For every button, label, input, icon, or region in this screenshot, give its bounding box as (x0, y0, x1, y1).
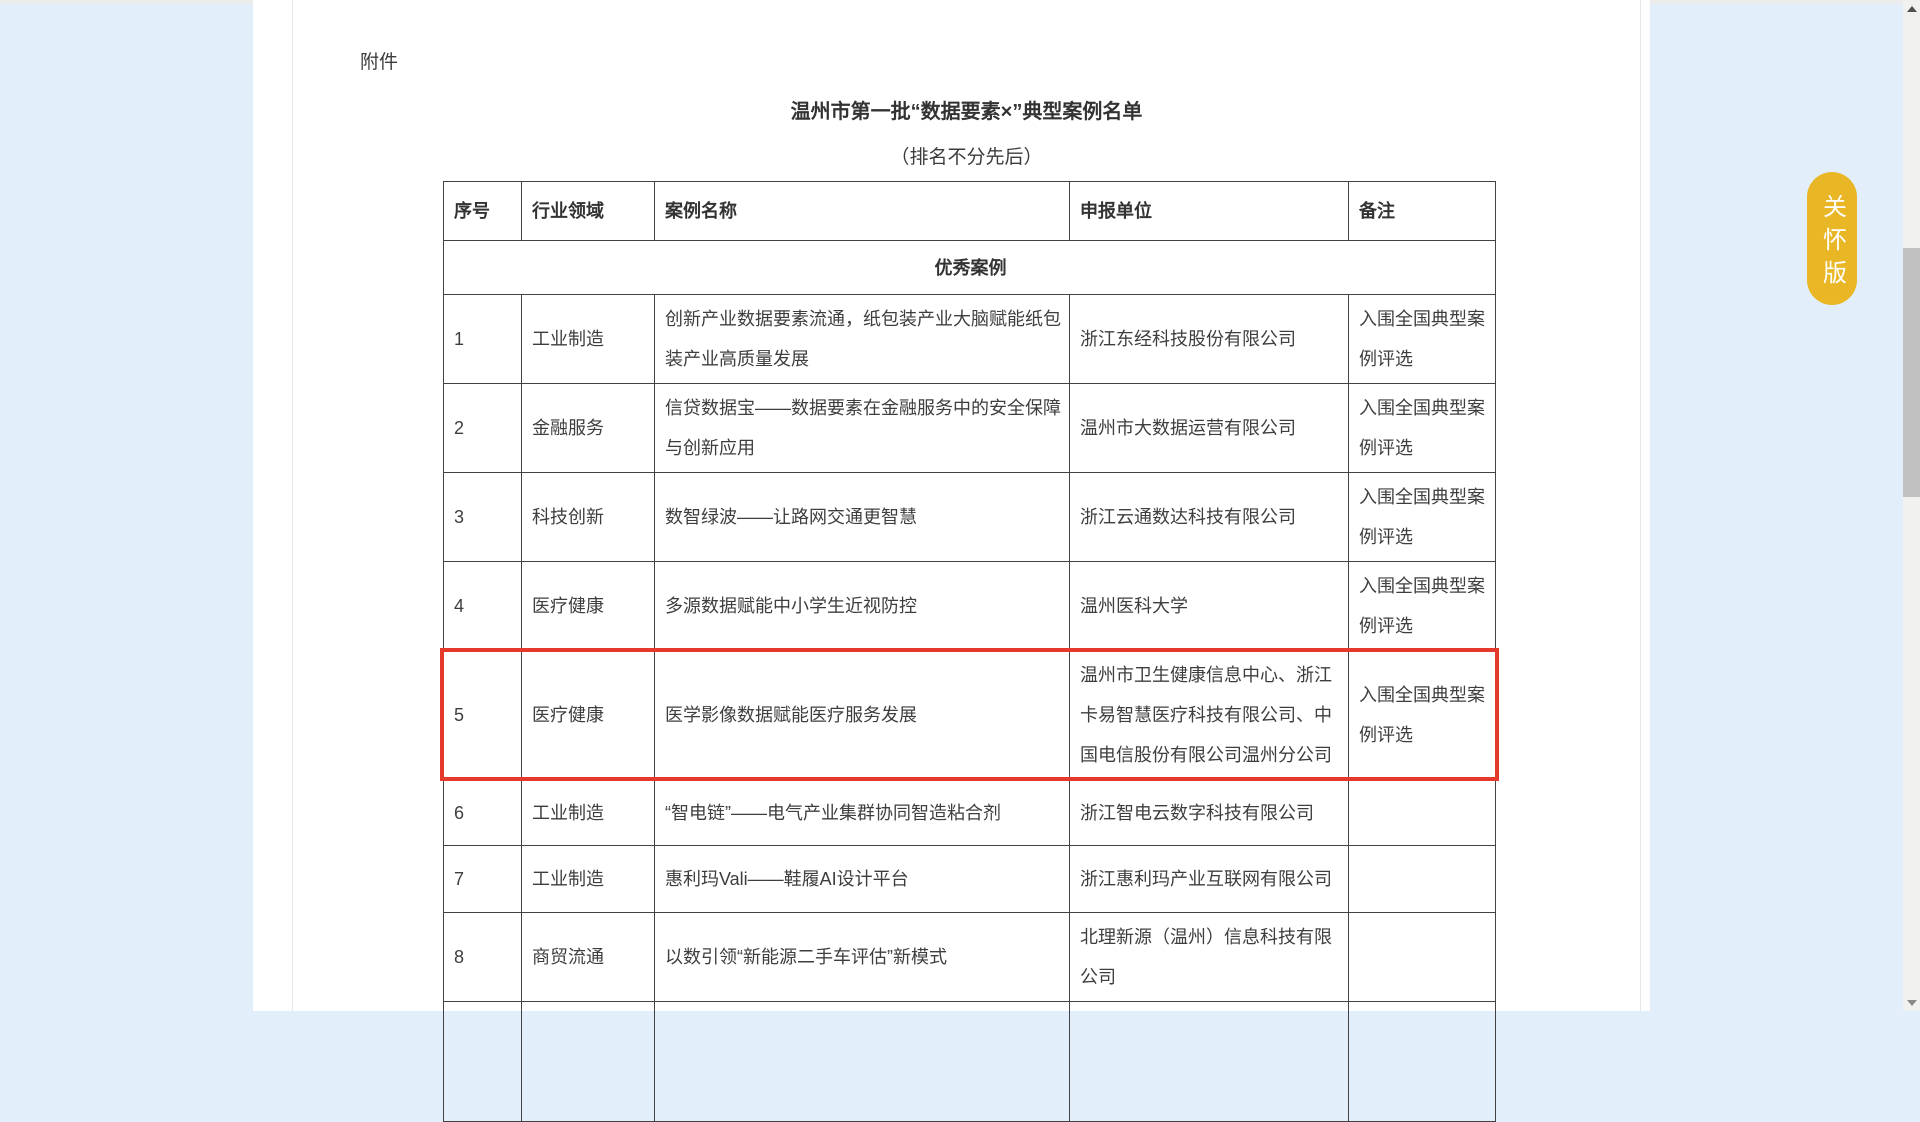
cell-no: 6 (443, 779, 522, 846)
cell-note (1348, 845, 1496, 913)
cell-org: 北理新源（温州）信息科技有限公司 (1069, 912, 1349, 1002)
scrollbar[interactable] (1903, 0, 1920, 1011)
cell-no: 2 (443, 383, 522, 473)
scrollbar-thumb[interactable] (1903, 248, 1920, 497)
table-header-row: 序号 行业领域 案例名称 申报单位 备注 (443, 181, 1496, 241)
care-mode-button[interactable]: 关怀版 (1807, 172, 1857, 305)
header-cell-org: 申报单位 (1069, 181, 1349, 241)
table-row: 4 医疗健康 多源数据赋能中小学生近视防控 温州医科大学 入围全国典型案例评选 (443, 561, 1496, 651)
content-card: 附件 温州市第一批“数据要素×”典型案例名单 （排名不分先后） 序号 行业领域 … (253, 0, 1650, 1122)
cell-org: 浙江智电云数字科技有限公司 (1069, 779, 1349, 846)
cell-org: 温州医科大学 (1069, 561, 1349, 651)
cell-note (1348, 912, 1496, 1002)
cell-case: “智电链”——电气产业集群协同智造粘合剂 (654, 779, 1070, 846)
cell-note: 入围全国典型案例评选 (1348, 650, 1496, 780)
cell-case: 多源数据赋能中小学生近视防控 (654, 561, 1070, 651)
section-title: 优秀案例 (443, 240, 1496, 295)
cell-org: 浙江惠利玛产业互联网有限公司 (1069, 845, 1349, 913)
cell-industry: 金融服务 (521, 383, 655, 473)
cell-org: 浙江东经科技股份有限公司 (1069, 294, 1349, 384)
cell-industry: 工业制造 (521, 294, 655, 384)
cell-case: 惠利玛Vali——鞋履AI设计平台 (654, 845, 1070, 913)
cell-case: 医学影像数据赋能医疗服务发展 (654, 650, 1070, 780)
cell-org: 温州市卫生健康信息中心、浙江卡易智慧医疗科技有限公司、中国电信股份有限公司温州分… (1069, 650, 1349, 780)
cases-table: 序号 行业领域 案例名称 申报单位 备注 优秀案例 1 工业制造 创新产业数据要… (443, 181, 1496, 1122)
cell-note: 入围全国典型案例评选 (1348, 383, 1496, 473)
table-row: 1 工业制造 创新产业数据要素流通，纸包装产业大脑赋能纸包装产业高质量发展 浙江… (443, 294, 1496, 384)
scroll-down-icon[interactable] (1903, 994, 1920, 1011)
cell-industry: 商贸流通 (521, 912, 655, 1002)
section-row: 优秀案例 (443, 240, 1496, 295)
cases-table-wrap: 序号 行业领域 案例名称 申报单位 备注 优秀案例 1 工业制造 创新产业数据要… (440, 181, 1499, 1122)
cell-note: 入围全国典型案例评选 (1348, 294, 1496, 384)
table-row: 3 科技创新 数智绿波——让路网交通更智慧 浙江云通数达科技有限公司 入围全国典… (443, 472, 1496, 562)
attachment-label: 附件 (360, 52, 399, 73)
cell-org (1069, 1001, 1349, 1122)
cell-no: 4 (443, 561, 522, 651)
page-title: 温州市第一批“数据要素×”典型案例名单 (790, 101, 1143, 123)
cell-industry: 工业制造 (521, 779, 655, 846)
cell-no: 8 (443, 912, 522, 1002)
cell-industry (521, 1001, 655, 1122)
cell-no: 3 (443, 472, 522, 562)
cell-case: 信贷数据宝——数据要素在金融服务中的安全保障与创新应用 (654, 383, 1070, 473)
cell-no: 7 (443, 845, 522, 913)
cell-industry: 医疗健康 (521, 561, 655, 651)
cell-note: 入围全国典型案例评选 (1348, 472, 1496, 562)
cell-industry: 医疗健康 (521, 650, 655, 780)
table-row (443, 1001, 1496, 1122)
cell-no: 1 (443, 294, 522, 384)
cell-no (443, 1001, 522, 1122)
cell-case: 创新产业数据要素流通，纸包装产业大脑赋能纸包装产业高质量发展 (654, 294, 1070, 384)
cell-case (654, 1001, 1070, 1122)
cell-industry: 工业制造 (521, 845, 655, 913)
page-subtitle: （排名不分先后） (890, 147, 1043, 168)
table-row: 5 医疗健康 医学影像数据赋能医疗服务发展 温州市卫生健康信息中心、浙江卡易智慧… (443, 650, 1496, 780)
cell-case: 以数引领“新能源二手车评估”新模式 (654, 912, 1070, 1002)
table-row: 8 商贸流通 以数引领“新能源二手车评估”新模式 北理新源（温州）信息科技有限公… (443, 912, 1496, 1002)
cell-industry: 科技创新 (521, 472, 655, 562)
cell-no: 5 (443, 650, 522, 780)
cell-note: 入围全国典型案例评选 (1348, 561, 1496, 651)
document-panel: 附件 温州市第一批“数据要素×”典型案例名单 （排名不分先后） 序号 行业领域 … (292, 0, 1641, 1122)
header-cell-no: 序号 (443, 181, 522, 241)
cell-org: 温州市大数据运营有限公司 (1069, 383, 1349, 473)
table-row: 6 工业制造 “智电链”——电气产业集群协同智造粘合剂 浙江智电云数字科技有限公… (443, 779, 1496, 846)
cell-note (1348, 779, 1496, 846)
header-cell-industry: 行业领域 (521, 181, 655, 241)
header-cell-note: 备注 (1348, 181, 1496, 241)
header-cell-case: 案例名称 (654, 181, 1070, 241)
cell-case: 数智绿波——让路网交通更智慧 (654, 472, 1070, 562)
table-row: 7 工业制造 惠利玛Vali——鞋履AI设计平台 浙江惠利玛产业互联网有限公司 (443, 845, 1496, 913)
cell-note (1348, 1001, 1496, 1122)
table-row: 2 金融服务 信贷数据宝——数据要素在金融服务中的安全保障与创新应用 温州市大数… (443, 383, 1496, 473)
cell-org: 浙江云通数达科技有限公司 (1069, 472, 1349, 562)
scroll-up-icon[interactable] (1903, 0, 1920, 17)
